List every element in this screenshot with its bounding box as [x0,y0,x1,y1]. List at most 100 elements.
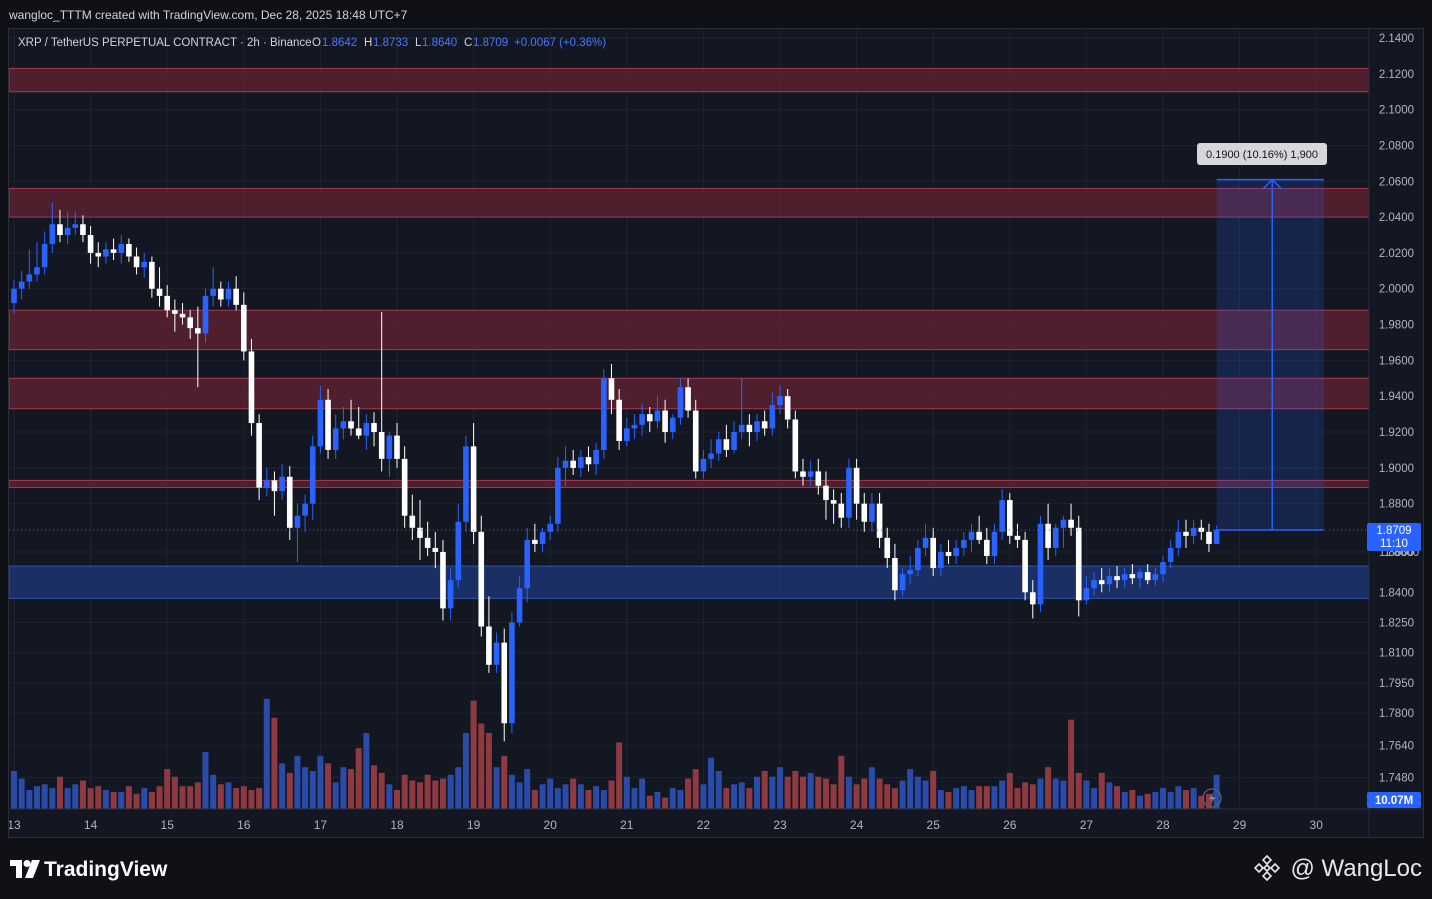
volume-bar [1160,788,1166,809]
volume-bar [179,786,186,809]
candle-body [348,421,354,429]
volume-bar [478,723,485,809]
measure-label: 0.1900 (10.16%) 1,900 [1197,143,1327,165]
time-tick-label: 21 [620,818,634,832]
time-tick-label: 26 [1003,818,1017,832]
volume-bar [317,755,324,809]
candle-body [1160,562,1166,575]
legend-l-value: 1.8640 [422,37,457,49]
volume-bar [41,784,48,809]
legend-o-label: O [312,37,321,49]
chart-panel[interactable]: 2.1400 2.1200 2.1000 2.0800 2.0600 2.0400 2.02… [7,28,1424,838]
volume-bar [853,784,860,809]
volume-bar [570,778,577,809]
candle-body [417,527,423,538]
volume-bar [930,771,937,809]
legend-c-value: 1.8709 [473,37,508,49]
candle-body [532,539,538,544]
volume-bar [1091,788,1098,809]
resistance-zone [8,67,1370,93]
volume-bar [72,784,79,809]
candle-body [1190,527,1197,536]
volume-bar [210,774,217,809]
candle-body [1175,531,1182,548]
candle-body [585,457,592,465]
time-tick-label: 20 [544,818,558,832]
volume-bar [1052,778,1059,809]
volume-bar [983,786,990,809]
volume-bar [156,786,163,809]
candle-body [386,435,393,459]
time-axis[interactable]: 13 14 15 16 17 18 19 20 21 22 23 24 25 26 27 28 29 30 [7,808,1423,832]
volume-bar [248,790,255,809]
volume-bar [845,776,852,809]
volume-bar [348,769,355,809]
volume-bar [738,782,745,809]
volume-bar [455,767,462,809]
candle-body [34,267,40,275]
volume-bar [18,778,25,809]
volume-bar [286,772,293,809]
tradingview-logo[interactable]: TradingView [10,858,167,882]
candle-body [792,419,799,472]
legend-h-value: 1.8733 [373,37,408,49]
candle-body [401,458,408,516]
measure-tool[interactable] [1216,178,1324,531]
resistance-zone [8,309,1370,351]
volume-bar [225,782,232,809]
price-axis[interactable]: 2.1400 2.1200 2.1000 2.0800 2.0600 2.0400 2.02… [1368,29,1414,837]
volume-bar [662,797,669,809]
volume-bar [378,772,385,809]
candle-body [64,227,71,235]
time-tick-label: 19 [467,818,481,832]
lightning-icon[interactable] [1202,788,1222,808]
countdown-text: 11:10 [1380,538,1408,550]
candle-body [11,288,17,304]
candle-body [463,446,469,522]
candle-body [455,521,462,581]
volume-bar [1098,772,1105,809]
volume-bar [340,767,347,809]
candlestick-chart[interactable]: 2.1400 2.1200 2.1000 2.0800 2.0600 2.0400 2.02… [7,29,1423,837]
volume-bar [577,784,584,809]
candle-body [738,424,745,433]
volume-bar [355,748,362,809]
price-tick-label: 1.7800 [1379,708,1414,720]
volume-bar [1190,788,1197,809]
volume-bar [1213,774,1220,809]
volume-bar [95,786,102,809]
candle-body [930,537,936,569]
volume-bar [118,791,125,809]
volume-bar [884,784,891,809]
author-watermark: @ WangLoc [1254,854,1422,883]
volume-bar [125,786,132,809]
candle-body [179,313,186,318]
time-tick-label: 30 [1310,818,1324,832]
time-tick-label: 22 [697,818,711,832]
volume-bar [217,784,224,809]
volume-bar [600,790,607,809]
candle-body [876,503,883,538]
volume-bar [723,788,730,809]
volume-bar [202,752,209,809]
candle-body [1068,519,1074,528]
candle-body [447,580,454,609]
candle-body [378,432,385,459]
volume-bar [754,776,761,809]
price-tick-label: 1.8800 [1379,499,1414,511]
volume-bar [1175,786,1182,809]
volume-bar [508,774,515,809]
time-tick-label: 28 [1156,818,1170,832]
candle-body [938,551,944,569]
candle-body [754,421,760,433]
volume-bar [1060,780,1067,809]
candle-body [784,396,791,420]
candle-body [225,288,232,300]
volume-bar [1106,782,1113,809]
price-tick-label: 1.7950 [1379,678,1414,690]
legend-l-label: L [415,37,422,49]
time-tick-label: 29 [1233,818,1247,832]
candle-body [1022,539,1028,593]
candle-body [256,423,262,488]
volume-bar [631,788,638,809]
